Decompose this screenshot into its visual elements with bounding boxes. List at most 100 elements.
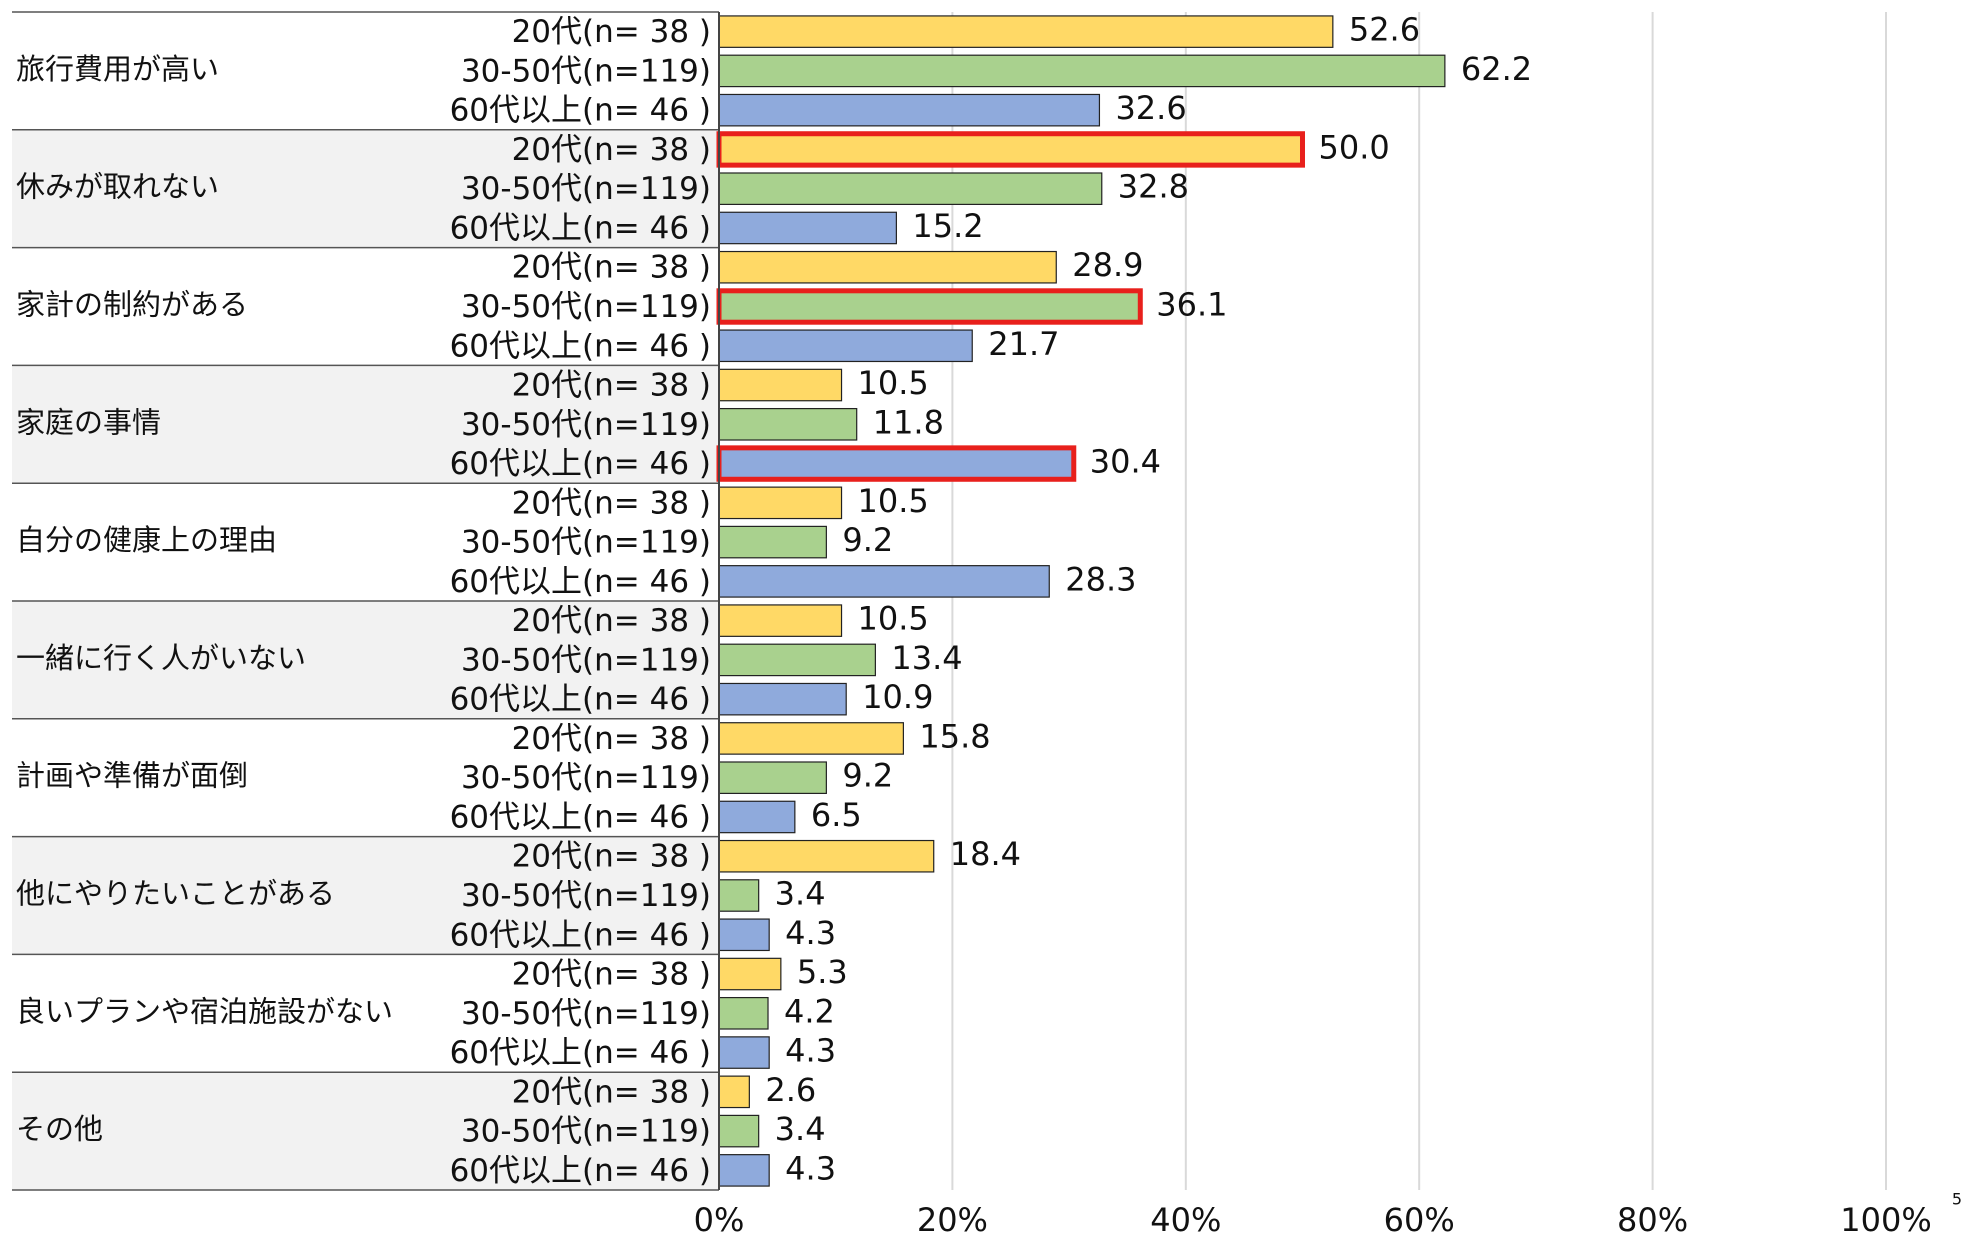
series-label: 60代以上(n= 46 ) — [450, 682, 711, 718]
category-label: 良いプランや宿泊施設がない — [16, 994, 393, 1028]
series-label: 60代以上(n= 46 ) — [450, 564, 711, 600]
bar — [716, 445, 1077, 482]
value-label: 3.4 — [775, 875, 826, 913]
value-label: 32.8 — [1118, 168, 1189, 206]
series-label: 30-50代(n=119) — [461, 1114, 711, 1150]
series-label: 20代(n= 38 ) — [512, 132, 711, 168]
series-label: 30-50代(n=119) — [461, 53, 711, 89]
category-label: 家庭の事情 — [16, 405, 161, 439]
value-label: 13.4 — [891, 639, 962, 677]
series-label: 30-50代(n=119) — [461, 878, 711, 914]
series-label: 20代(n= 38 ) — [512, 250, 711, 286]
group-background — [12, 601, 719, 719]
bar — [716, 288, 1143, 325]
series-label: 60代以上(n= 46 ) — [450, 328, 711, 364]
group-background — [12, 365, 719, 484]
x-tick-label: 40% — [1150, 1201, 1221, 1239]
series-label: 30-50代(n=119) — [461, 407, 711, 443]
bar — [718, 800, 796, 834]
value-label: 4.3 — [785, 914, 836, 952]
series-label: 20代(n= 38 ) — [512, 485, 711, 521]
x-tick-label: 80% — [1617, 1201, 1688, 1239]
bar — [718, 525, 827, 559]
value-label: 28.9 — [1072, 246, 1143, 284]
bar — [718, 54, 1446, 88]
value-label: 32.6 — [1115, 89, 1186, 127]
page-number: 5 — [1952, 1190, 1962, 1209]
bar — [718, 1036, 770, 1069]
bar — [718, 761, 827, 795]
series-label: 20代(n= 38 ) — [512, 14, 711, 50]
value-label: 4.3 — [785, 1032, 836, 1070]
bar — [718, 996, 769, 1030]
series-label: 20代(n= 38 ) — [512, 957, 711, 993]
value-label: 5.3 — [797, 953, 848, 991]
value-label: 30.4 — [1090, 443, 1161, 481]
series-label: 30-50代(n=119) — [461, 760, 711, 796]
value-label: 4.3 — [785, 1149, 836, 1187]
bar — [718, 407, 858, 441]
value-label: 28.3 — [1065, 560, 1136, 598]
bar — [718, 250, 1057, 284]
x-tick-label: 20% — [917, 1201, 988, 1239]
category-label: 家計の制約がある — [16, 288, 248, 322]
value-label: 21.7 — [988, 325, 1059, 363]
value-label: 2.6 — [765, 1071, 816, 1109]
series-label: 20代(n= 38 ) — [512, 1074, 711, 1110]
x-tick-label: 100% — [1840, 1201, 1931, 1239]
bar — [718, 682, 847, 716]
bar — [718, 643, 876, 677]
bar — [718, 211, 897, 245]
value-label: 10.9 — [862, 678, 933, 716]
category-label: 休みが取れない — [16, 170, 219, 204]
series-label: 20代(n= 38 ) — [512, 721, 711, 757]
series-label: 30-50代(n=119) — [461, 289, 711, 325]
value-label: 3.4 — [775, 1110, 826, 1148]
bar — [718, 93, 1101, 127]
series-label: 60代以上(n= 46 ) — [450, 1153, 711, 1189]
bar — [718, 486, 843, 520]
category-label: 自分の健康上の理由 — [16, 523, 277, 557]
value-label: 11.8 — [873, 403, 944, 441]
series-label: 30-50代(n=119) — [461, 996, 711, 1032]
bar — [718, 1114, 760, 1148]
value-label: 52.6 — [1349, 11, 1420, 49]
value-label: 10.5 — [858, 482, 929, 520]
series-label: 60代以上(n= 46 ) — [450, 1035, 711, 1071]
series-label: 30-50代(n=119) — [461, 642, 711, 678]
group-background — [12, 836, 719, 955]
value-label: 10.5 — [858, 600, 929, 638]
category-label: その他 — [16, 1112, 103, 1146]
category-label: 計画や準備が面倒 — [16, 759, 248, 793]
value-label: 62.2 — [1461, 50, 1532, 88]
value-label: 50.0 — [1319, 128, 1390, 166]
value-label: 10.5 — [858, 364, 929, 402]
value-label: 18.4 — [950, 835, 1021, 873]
series-label: 60代以上(n= 46 ) — [450, 917, 711, 953]
series-label: 20代(n= 38 ) — [512, 603, 711, 639]
bar — [718, 918, 770, 952]
bar — [718, 565, 1050, 598]
series-label: 60代以上(n= 46 ) — [450, 446, 711, 482]
value-label: 9.2 — [842, 757, 893, 795]
bar — [718, 172, 1103, 206]
category-label: 一緒に行く人がいない — [16, 641, 306, 675]
series-label: 20代(n= 38 ) — [512, 368, 711, 404]
value-label: 6.5 — [811, 796, 862, 834]
series-label: 60代以上(n= 46 ) — [450, 799, 711, 835]
x-tick-label: 60% — [1384, 1201, 1455, 1239]
bar — [716, 131, 1305, 168]
series-label: 30-50代(n=119) — [461, 525, 711, 561]
bar — [718, 722, 904, 755]
bar — [718, 839, 935, 873]
value-label: 4.2 — [784, 992, 835, 1030]
series-label: 60代以上(n= 46 ) — [450, 93, 711, 129]
bar — [718, 957, 782, 991]
series-label: 20代(n= 38 ) — [512, 839, 711, 875]
value-label: 9.2 — [842, 521, 893, 559]
series-label: 30-50代(n=119) — [461, 171, 711, 207]
series-label: 60代以上(n= 46 ) — [450, 210, 711, 246]
bar — [718, 1075, 750, 1109]
bar — [718, 329, 973, 363]
